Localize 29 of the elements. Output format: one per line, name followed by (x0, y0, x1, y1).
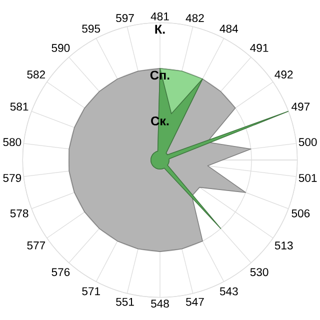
spoke-label: 548 (151, 300, 169, 308)
spoke-label: 491 (250, 44, 268, 52)
y-tick-label: Сп. (150, 70, 170, 80)
spoke-label: 500 (298, 138, 317, 146)
spoke-label: 513 (274, 242, 293, 250)
spoke-label: 501 (298, 174, 317, 182)
spoke-label: 581 (10, 102, 28, 111)
spoke-label: 578 (10, 209, 28, 218)
spoke-label: 547 (186, 298, 204, 306)
spoke-label: 481 (150, 12, 169, 20)
spoke-label: 506 (292, 209, 310, 218)
spoke-label: 577 (27, 242, 46, 250)
spoke-label: 492 (274, 70, 293, 79)
spoke-label: 551 (116, 298, 134, 306)
spoke-label: 580 (3, 138, 22, 146)
y-tick-label: Ск. (151, 116, 169, 126)
spoke-label: 582 (27, 70, 45, 79)
spoke-label: 530 (250, 268, 268, 276)
spoke-label: 571 (82, 287, 100, 296)
spoke-label: 543 (220, 287, 238, 296)
spoke-label: 482 (186, 14, 204, 22)
spoke-label: 484 (220, 24, 238, 33)
spoke-label: 595 (82, 24, 100, 33)
spoke-label: 597 (116, 14, 134, 22)
spoke-label: 579 (3, 174, 22, 182)
spoke-label: 590 (52, 44, 70, 52)
spoke-label: 497 (292, 102, 310, 111)
spoke-label: 576 (52, 268, 70, 276)
y-tick-label: К. (155, 24, 165, 34)
